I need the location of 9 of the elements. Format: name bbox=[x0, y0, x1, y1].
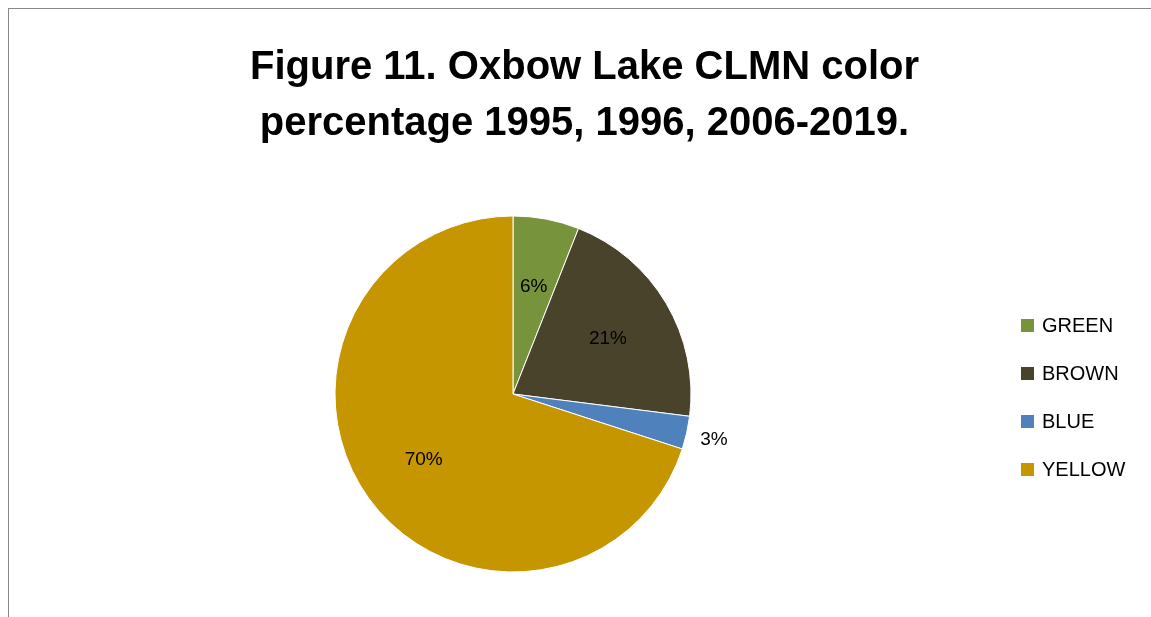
chart-title: Figure 11. Oxbow Lake CLMN color percentage 1995, 1996, 2006-2019. bbox=[249, 42, 920, 145]
data-label: 3% bbox=[700, 428, 728, 450]
legend-label: BROWN bbox=[1042, 361, 1119, 385]
legend-label: YELLOW bbox=[1042, 457, 1126, 481]
data-label: 6% bbox=[519, 275, 548, 297]
legend-label: BLUE bbox=[1042, 409, 1095, 433]
data-label: 21% bbox=[588, 327, 628, 349]
legend-label: GREEN bbox=[1042, 313, 1114, 337]
data-label: 70% bbox=[404, 448, 443, 470]
